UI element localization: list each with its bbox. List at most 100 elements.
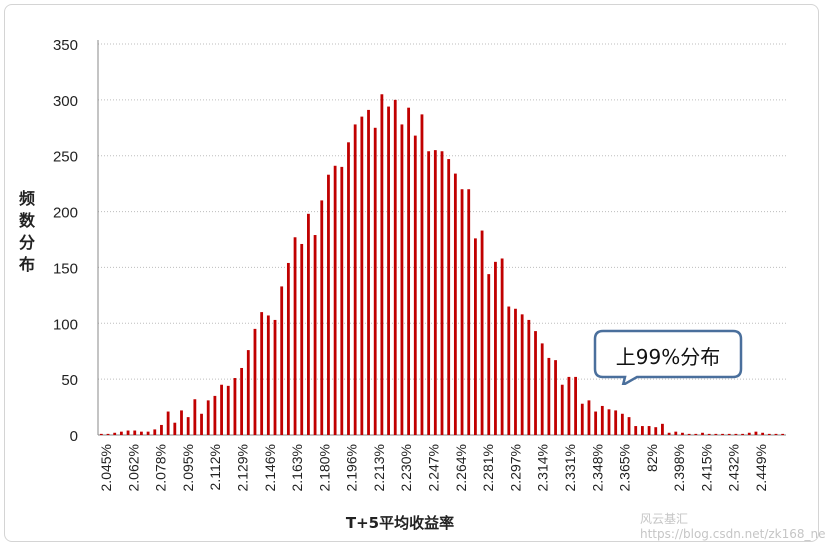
bar bbox=[427, 151, 431, 435]
bar bbox=[520, 314, 524, 435]
bar bbox=[587, 400, 591, 435]
x-tick-label: 2.365% bbox=[617, 444, 633, 491]
bar bbox=[166, 411, 170, 435]
bar bbox=[527, 319, 531, 435]
bar bbox=[186, 417, 190, 435]
y-tick-label: 100 bbox=[53, 316, 78, 333]
bar bbox=[413, 135, 417, 436]
bar bbox=[260, 312, 264, 435]
bar bbox=[113, 432, 117, 435]
bar bbox=[640, 426, 644, 435]
bar bbox=[240, 367, 244, 435]
bar bbox=[667, 432, 671, 435]
x-tick-label: 2.398% bbox=[671, 444, 687, 491]
bar bbox=[774, 433, 778, 435]
y-tick-label: 250 bbox=[53, 149, 78, 166]
x-tick-label: 2.146% bbox=[262, 444, 278, 491]
x-tick-label: 2.062% bbox=[125, 444, 141, 491]
watermark: 风云基汇 https://blog.csdn.net/zk168_net bbox=[640, 512, 825, 541]
x-tick-label: 2.331% bbox=[562, 444, 578, 491]
x-tick-label: 2.112% bbox=[207, 444, 223, 490]
bar bbox=[721, 433, 724, 435]
bar bbox=[607, 409, 611, 435]
bar bbox=[460, 189, 464, 435]
y-tick-label: 350 bbox=[53, 37, 78, 54]
bar bbox=[754, 431, 758, 435]
x-tick-label: 2.281% bbox=[480, 444, 496, 491]
bar bbox=[206, 400, 210, 435]
bar bbox=[560, 384, 564, 435]
bar bbox=[140, 431, 143, 435]
x-tick-label: 2.078% bbox=[153, 444, 169, 491]
bar bbox=[507, 306, 511, 435]
bar bbox=[280, 286, 284, 435]
bar bbox=[487, 274, 491, 435]
bar bbox=[327, 174, 330, 435]
y-tick-label: 50 bbox=[61, 372, 78, 389]
bar bbox=[273, 319, 277, 435]
x-tick-label: 2.449% bbox=[753, 444, 769, 491]
x-tick-label: 2.264% bbox=[453, 444, 469, 491]
bar bbox=[707, 433, 711, 435]
bar bbox=[226, 385, 230, 435]
bar bbox=[307, 213, 310, 435]
y-tick-label: 150 bbox=[53, 260, 78, 277]
bar bbox=[687, 433, 691, 435]
bar bbox=[367, 109, 370, 435]
x-tick-label: 2.314% bbox=[535, 444, 551, 491]
callout-bubble bbox=[593, 329, 743, 385]
bar bbox=[634, 426, 638, 435]
bar bbox=[594, 411, 598, 435]
bar bbox=[233, 378, 237, 435]
bar bbox=[360, 116, 364, 436]
bar bbox=[126, 430, 130, 435]
bar bbox=[106, 433, 110, 435]
bar bbox=[514, 308, 517, 435]
x-axis-label: T+5平均收益率 bbox=[345, 514, 455, 532]
bar bbox=[173, 422, 177, 435]
bar bbox=[540, 343, 544, 435]
bar bbox=[494, 261, 497, 435]
bar bbox=[654, 427, 658, 435]
bar bbox=[133, 430, 137, 435]
bar bbox=[99, 433, 103, 435]
x-tick-label: 2.129% bbox=[234, 444, 250, 491]
bar bbox=[500, 258, 504, 435]
bar bbox=[146, 431, 150, 435]
bar bbox=[380, 94, 384, 436]
bar bbox=[420, 114, 424, 435]
x-tick-label: 2.230% bbox=[398, 444, 414, 491]
y-axis-label: 频数分布 bbox=[18, 189, 35, 274]
bar bbox=[293, 237, 297, 435]
x-tick-label: 2.180% bbox=[316, 444, 332, 491]
x-tick-label: 2.297% bbox=[507, 444, 523, 491]
bar bbox=[213, 395, 217, 435]
bar bbox=[453, 173, 457, 435]
bar bbox=[387, 106, 390, 435]
x-tick-label: 2.095% bbox=[180, 444, 196, 491]
bar bbox=[647, 426, 651, 435]
bar bbox=[781, 433, 785, 435]
bar bbox=[474, 238, 477, 435]
bar bbox=[627, 417, 631, 435]
bar bbox=[119, 431, 123, 435]
bar bbox=[554, 360, 557, 435]
bar bbox=[447, 159, 451, 435]
bar bbox=[694, 433, 698, 435]
bar bbox=[200, 413, 203, 435]
bar bbox=[220, 384, 223, 435]
bar bbox=[353, 124, 357, 436]
bar bbox=[160, 424, 163, 435]
bar bbox=[761, 432, 765, 435]
x-tick-label: 82% bbox=[644, 444, 660, 472]
y-tick-label: 300 bbox=[53, 93, 78, 110]
bar bbox=[661, 423, 664, 435]
bar bbox=[440, 151, 444, 435]
y-tick-label: 0 bbox=[70, 428, 78, 445]
x-tick-label: 2.348% bbox=[589, 444, 605, 491]
bar bbox=[681, 432, 684, 435]
x-tick-label: 2.213% bbox=[371, 444, 387, 491]
bar bbox=[153, 429, 157, 435]
chart-frame bbox=[4, 4, 819, 542]
